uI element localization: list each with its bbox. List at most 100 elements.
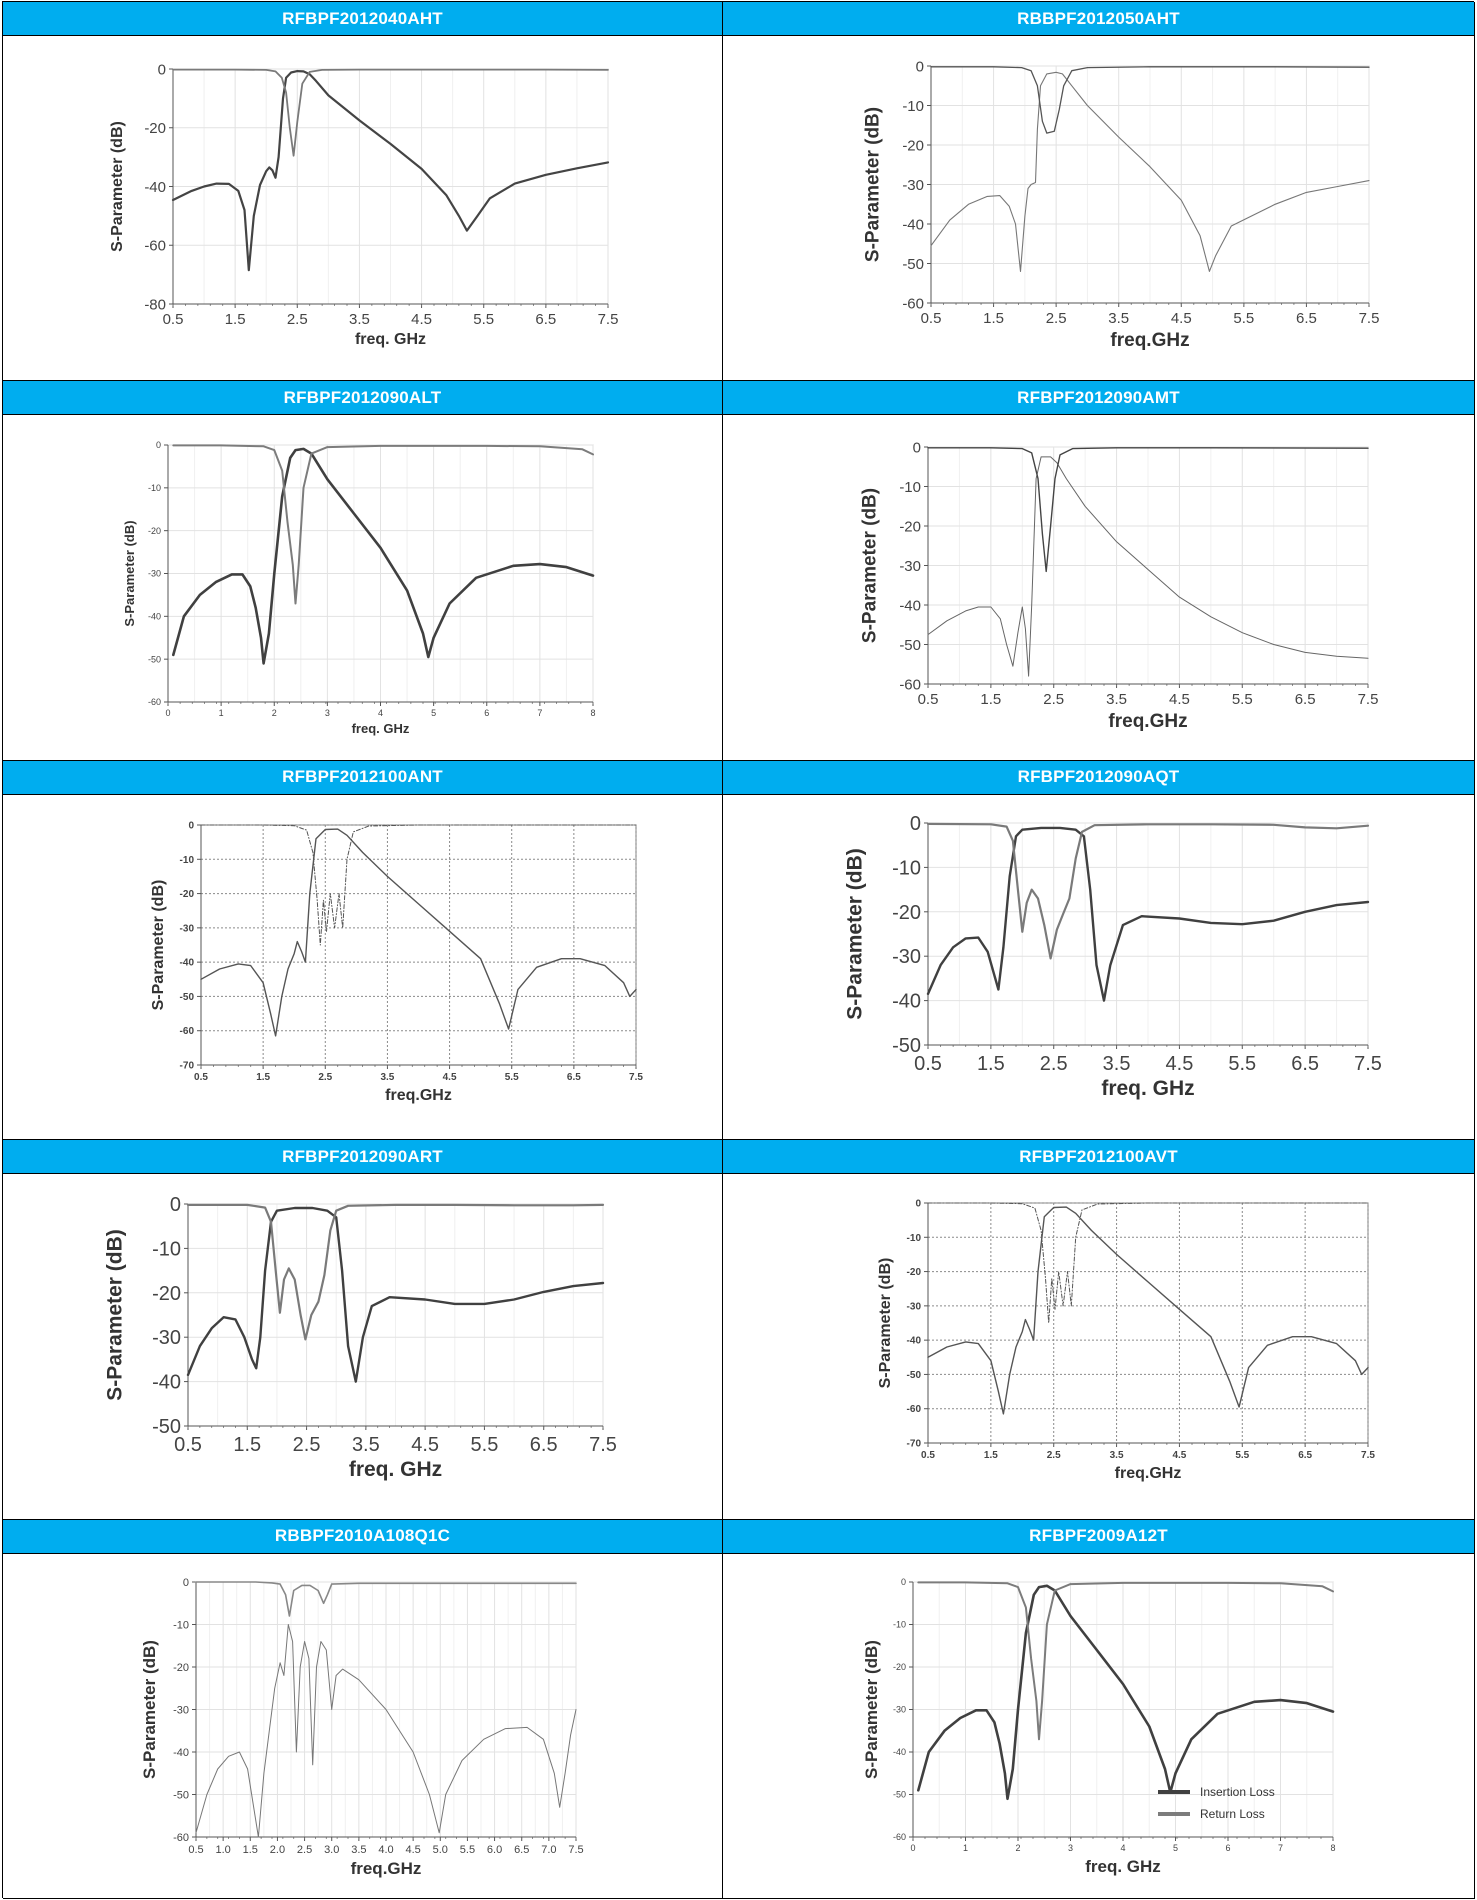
x-tick-label: 6.0 xyxy=(487,1844,502,1856)
y-axis-label: S-Parameter (dB) xyxy=(863,107,884,262)
chart-svg: 0.5 1.0 1.5 2.0 2.5 3.0 3.5 4.0 4.5 5.0 5.5 6.0 6.5 7… xyxy=(140,1576,584,1877)
chart-svg: 0.5 1.5 2.5 3.5 4.5 5.5 6.5 7.5 0 -10 -20 -30 -40 -50… xyxy=(877,1199,1375,1483)
x-tick-label: 7.0 xyxy=(541,1844,556,1856)
x-tick-label: 3.5 xyxy=(349,311,370,328)
chart-svg: 0.5 1.5 2.5 3.5 4.5 5.5 6.5 7.5 0 -10 -20 -30 -40 -50… xyxy=(863,58,1380,351)
x-tick-label: 4.0 xyxy=(378,1844,393,1856)
y-tick-label: -60 xyxy=(180,1026,195,1037)
series-line xyxy=(171,70,610,272)
y-tick-label: -20 xyxy=(152,1283,181,1305)
x-tick-label: 2.5 xyxy=(1043,691,1064,708)
x-tick-label: 4 xyxy=(378,708,383,718)
x-tick-label: 3.5 xyxy=(380,1072,394,1083)
plot-frame xyxy=(200,824,637,1066)
chart-title: RBBPF2012050AHT xyxy=(723,2,1474,36)
x-axis-label: freq.GHz xyxy=(385,1087,452,1104)
y-tick-label: -50 xyxy=(148,655,161,665)
x-tick-label: 6.5 xyxy=(1295,691,1316,708)
x-axis-label: freq. GHz xyxy=(355,331,426,348)
y-tick-label: -60 xyxy=(893,1832,906,1842)
chart-title: RFBPF2012100AVT xyxy=(723,1140,1474,1175)
x-tick-label: 5.0 xyxy=(433,1844,448,1856)
y-tick-label: -10 xyxy=(899,479,921,496)
x-tick-label: 3 xyxy=(325,708,330,718)
x-tick-label: 5.5 xyxy=(471,1434,499,1456)
x-tick-label: 6.5 xyxy=(535,311,556,328)
y-axis-label: S-Parameter (dB) xyxy=(104,1229,127,1401)
series-line xyxy=(926,826,1370,1002)
y-tick-label: -60 xyxy=(173,1831,189,1843)
y-tick-label: 0 xyxy=(170,1194,181,1216)
chart-title: RBBPF2010A108Q1C xyxy=(3,1519,722,1554)
y-tick-label: -60 xyxy=(148,698,161,708)
y-tick-label: -40 xyxy=(148,612,161,622)
x-tick-label: 6.5 xyxy=(1296,310,1317,327)
series-line xyxy=(172,444,594,605)
series-line xyxy=(172,68,609,157)
y-tick-label: -10 xyxy=(148,483,161,493)
y-tick-label: -10 xyxy=(173,1619,189,1631)
x-tick-label: 7 xyxy=(1278,1843,1283,1853)
x-tick-label: 3.5 xyxy=(1106,691,1127,708)
x-tick-label: 2.5 xyxy=(1047,1450,1061,1461)
y-tick-label: -60 xyxy=(899,677,921,694)
y-tick-label: -70 xyxy=(180,1060,195,1071)
y-tick-label: -30 xyxy=(899,558,921,575)
x-tick-label: 1 xyxy=(963,1843,968,1853)
y-tick-label: -10 xyxy=(907,1233,922,1244)
y-tick-label: 0 xyxy=(188,820,194,831)
x-tick-label: 7.5 xyxy=(589,1434,617,1456)
x-tick-label: 3.5 xyxy=(351,1844,366,1856)
chart-svg: 0.5 1.5 2.5 3.5 4.5 5.5 6.5 7.5 0 -20 -40 -60 -80 fre… xyxy=(109,61,619,348)
x-tick-label: 6.5 xyxy=(1291,1053,1319,1075)
y-tick-label: -50 xyxy=(180,992,195,1003)
series-line xyxy=(927,1202,1369,1324)
chart-svg: 0 1 2 3 4 5 6 7 8 0 -10 -20 -30 -40 -50 -60 freq. GHz S-P… xyxy=(862,1577,1335,1876)
y-tick-label: -40 xyxy=(899,598,921,615)
x-axis-label: freq.GHz xyxy=(1115,1465,1182,1482)
x-tick-label: 6.5 xyxy=(1298,1450,1312,1461)
series-line xyxy=(917,1584,1335,1800)
series-line xyxy=(917,1580,1334,1740)
y-axis-label: S-Parameter (dB) xyxy=(150,879,167,1010)
x-tick-label: 4.5 xyxy=(405,1844,420,1856)
x-axis-label: freq.GHz xyxy=(1108,711,1187,732)
x-tick-label: 3.5 xyxy=(352,1434,380,1456)
chart-cell: RFBPF2012090ALT 0 1 2 3 4 5 6 7 8 0 -10 -20 -30 -40 -50… xyxy=(3,381,723,761)
x-axis-label: freq.GHz xyxy=(1110,330,1189,351)
x-tick-label: 8 xyxy=(590,708,595,718)
y-tick-label: 0 xyxy=(910,813,921,835)
y-tick-label: 0 xyxy=(901,1577,906,1587)
y-tick-label: -20 xyxy=(180,889,195,900)
y-tick-label: -10 xyxy=(152,1239,181,1261)
y-tick-label: -40 xyxy=(893,1747,906,1757)
x-tick-label: 7.5 xyxy=(1354,1053,1382,1075)
y-tick-label: -40 xyxy=(144,179,166,196)
y-axis-label: S-Parameter (dB) xyxy=(109,121,126,252)
x-tick-label: 6.5 xyxy=(530,1434,558,1456)
y-tick-label: 0 xyxy=(183,1576,189,1588)
x-tick-label: 5.5 xyxy=(1228,1053,1256,1075)
legend-label: Insertion Loss xyxy=(1200,1785,1275,1799)
chart-title: RFBPF2012100ANT xyxy=(3,760,722,795)
series-line xyxy=(172,447,595,666)
x-tick-label: 4.5 xyxy=(411,311,432,328)
x-tick-label: 1.5 xyxy=(983,310,1004,327)
x-tick-label: 2 xyxy=(1015,1843,1020,1853)
x-tick-label: 4.5 xyxy=(1171,310,1192,327)
x-tick-label: 3.0 xyxy=(324,1844,339,1856)
chart-cell: RBBPF2010A108Q1C 0.5 1.0 1.5 2.0 2.5 3.0 3.5 4.0… xyxy=(3,1519,723,1899)
y-axis-label: S-Parameter (dB) xyxy=(860,488,881,643)
x-tick-label: 1.5 xyxy=(980,691,1001,708)
chart-title: RFBPF2012090AMT xyxy=(723,381,1474,416)
y-tick-label: -40 xyxy=(152,1372,181,1394)
x-tick-label: 7.5 xyxy=(598,311,619,328)
x-tick-label: 0.5 xyxy=(194,1072,208,1083)
series-line xyxy=(200,824,637,946)
y-tick-label: -20 xyxy=(892,902,921,924)
x-tick-label: 3.5 xyxy=(1108,310,1129,327)
x-tick-label: 6.5 xyxy=(514,1844,529,1856)
y-tick-label: -50 xyxy=(892,1035,921,1057)
x-tick-label: 1.5 xyxy=(225,311,246,328)
y-tick-label: 0 xyxy=(156,441,161,451)
